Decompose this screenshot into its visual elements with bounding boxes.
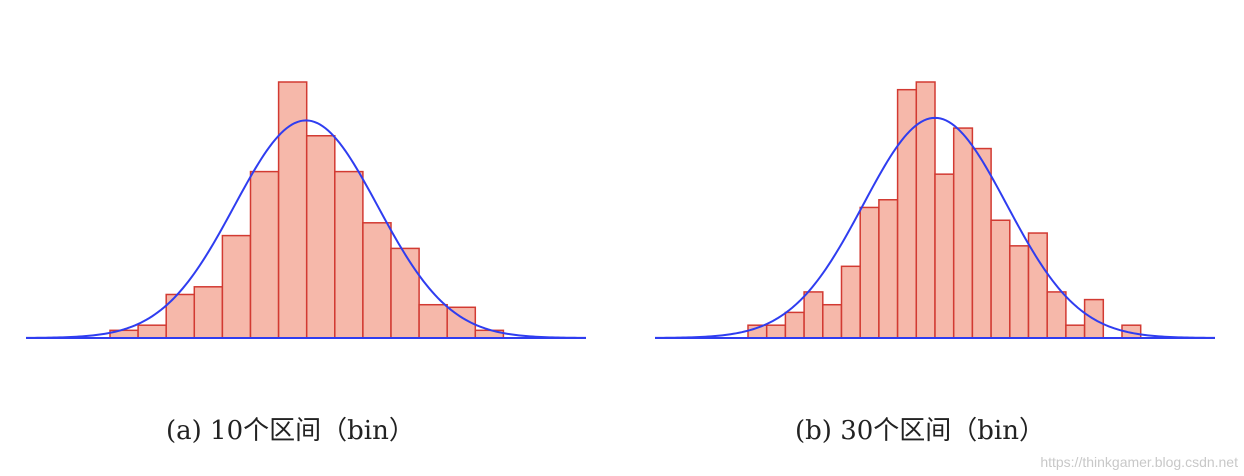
histogram-bar	[418, 303, 448, 339]
histogram-bar	[1046, 291, 1067, 339]
histogram-bar	[840, 265, 861, 339]
normal-curve	[25, 119, 587, 339]
histogram-bar	[971, 147, 992, 339]
histogram-bar	[334, 170, 364, 339]
histogram-bar	[803, 291, 824, 339]
histogram-bar	[362, 222, 392, 339]
histogram-bar	[878, 199, 899, 339]
histogram-panel-b	[654, 81, 1216, 339]
histogram-bar	[305, 135, 336, 339]
caption-a: (a) 10个区间（bin）	[166, 416, 415, 446]
histogram-bar	[990, 219, 1011, 339]
histogram-bar	[137, 324, 167, 339]
histogram-bar	[1065, 324, 1086, 339]
histogram-bar	[952, 127, 974, 339]
histogram-bar	[221, 234, 252, 339]
histogram-bar	[934, 173, 955, 339]
histogram-bar	[390, 247, 420, 339]
histogram-bar	[1009, 245, 1030, 339]
watermark: https://thinkgamer.blog.csdn.net	[1040, 454, 1238, 470]
histogram-bar	[193, 286, 224, 339]
histogram-bar	[784, 311, 805, 339]
histogram-panel-a	[25, 81, 587, 339]
caption-b: (b) 30个区间（bin）	[795, 416, 1045, 446]
histogram-bar	[822, 303, 843, 339]
normal-curve	[654, 116, 1216, 339]
histogram-bar	[765, 324, 787, 339]
histogram-bar	[249, 170, 280, 339]
histogram-bar	[859, 206, 880, 339]
